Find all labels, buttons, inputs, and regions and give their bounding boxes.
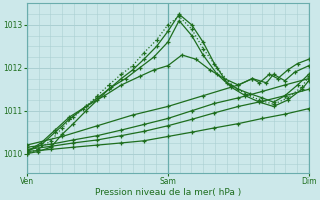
X-axis label: Pression niveau de la mer( hPa ): Pression niveau de la mer( hPa ): [95, 188, 241, 197]
